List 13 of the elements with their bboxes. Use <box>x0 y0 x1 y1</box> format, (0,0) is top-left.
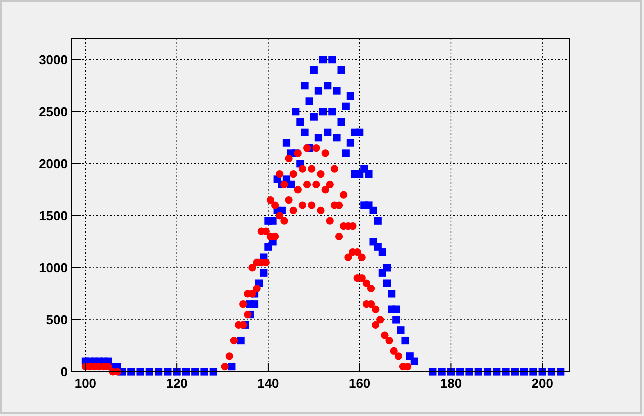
x-tick-label: 100 <box>74 376 97 391</box>
y-tick-label: 2000 <box>39 156 68 172</box>
y-tick-label: 0 <box>60 364 68 380</box>
x-tick-label: 200 <box>532 376 554 391</box>
y-tick-label: 2500 <box>39 104 68 120</box>
y-tick-label: 3000 <box>39 52 68 68</box>
x-tick-label: 160 <box>348 376 371 391</box>
y-tick-label: 1500 <box>39 208 68 224</box>
x-tick-label: 140 <box>258 376 280 391</box>
x-tick-label: 120 <box>166 376 188 391</box>
y-tick-label: 500 <box>46 312 68 328</box>
x-tick-label: 180 <box>440 376 462 391</box>
y-tick-label: 1000 <box>39 260 68 276</box>
